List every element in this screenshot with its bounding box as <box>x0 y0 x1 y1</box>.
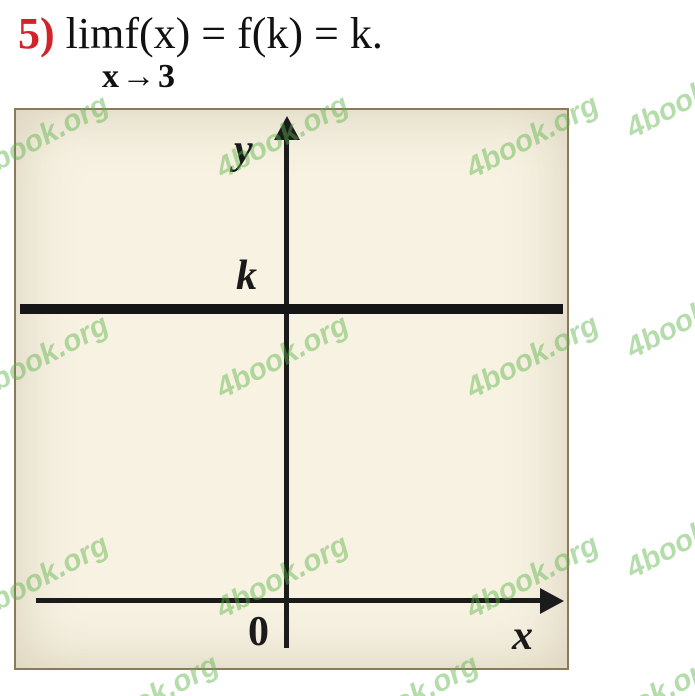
limit-var: x <box>102 58 120 95</box>
limit-target: 3 <box>158 58 176 95</box>
watermark-text: 4book.org <box>621 268 695 366</box>
equation-text: limf(x) = f(k) = k. <box>66 9 383 58</box>
origin-label: 0 <box>248 608 269 656</box>
watermark-text: 4book.org <box>621 488 695 586</box>
x-axis <box>36 598 546 603</box>
limit-subscript: x→3 <box>102 58 176 96</box>
x-axis-arrow-icon <box>540 588 564 614</box>
y-axis-label: y <box>234 126 253 174</box>
problem-number: 5) <box>18 9 55 58</box>
equation-line: 5) limf(x) = f(k) = k. <box>18 10 383 58</box>
k-label: k <box>236 252 257 300</box>
function-line <box>20 304 563 314</box>
watermark-text: 4book.org <box>621 48 695 146</box>
graph-figure: y k 0 x <box>14 108 569 670</box>
watermark-text: 4book.org <box>581 648 695 696</box>
graph-background <box>14 108 569 670</box>
y-axis-arrow-icon <box>274 116 300 140</box>
arrow-icon: → <box>120 58 159 96</box>
x-axis-label: x <box>512 612 533 660</box>
y-axis <box>284 130 289 648</box>
